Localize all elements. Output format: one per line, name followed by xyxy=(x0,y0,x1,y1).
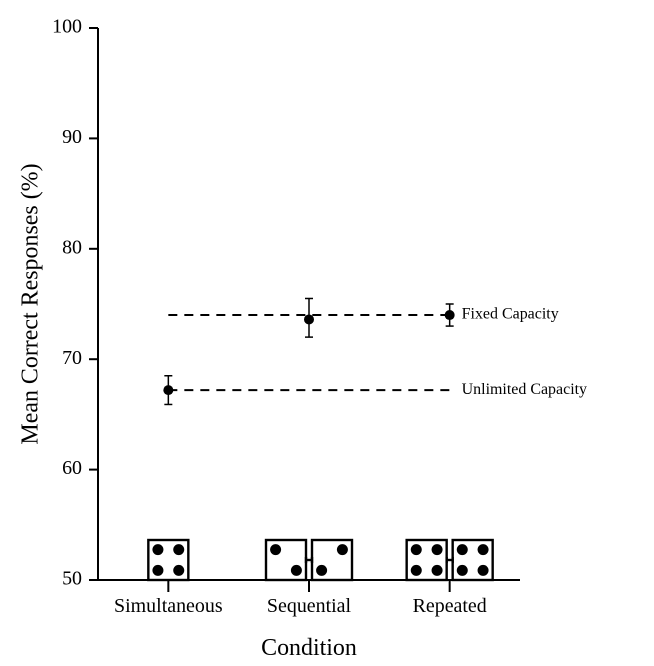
x-tick-label: Repeated xyxy=(413,595,487,617)
data-point xyxy=(304,314,314,324)
x-tick-label: Sequential xyxy=(267,595,352,617)
y-tick-label: 100 xyxy=(52,16,82,38)
y-tick-label: 80 xyxy=(62,236,82,258)
y-tick-label: 90 xyxy=(62,126,82,148)
x-tick-label: Simultaneous xyxy=(114,595,223,617)
y-axis-label: Mean Correct Responses (%) xyxy=(18,163,44,444)
data-point xyxy=(163,385,173,395)
data-point xyxy=(445,310,455,320)
y-tick-label: 70 xyxy=(62,347,82,369)
reference-line-label: Fixed Capacity xyxy=(462,306,559,323)
y-tick-label: 50 xyxy=(62,568,82,590)
x-axis-label: Condition xyxy=(261,635,357,661)
y-tick-label: 60 xyxy=(62,457,82,479)
reference-line-label: Unlimited Capacity xyxy=(462,381,587,398)
correct-responses-chart: 50 60 70 80 90 100 Mean Correct Responses (%) S… xyxy=(0,0,654,666)
